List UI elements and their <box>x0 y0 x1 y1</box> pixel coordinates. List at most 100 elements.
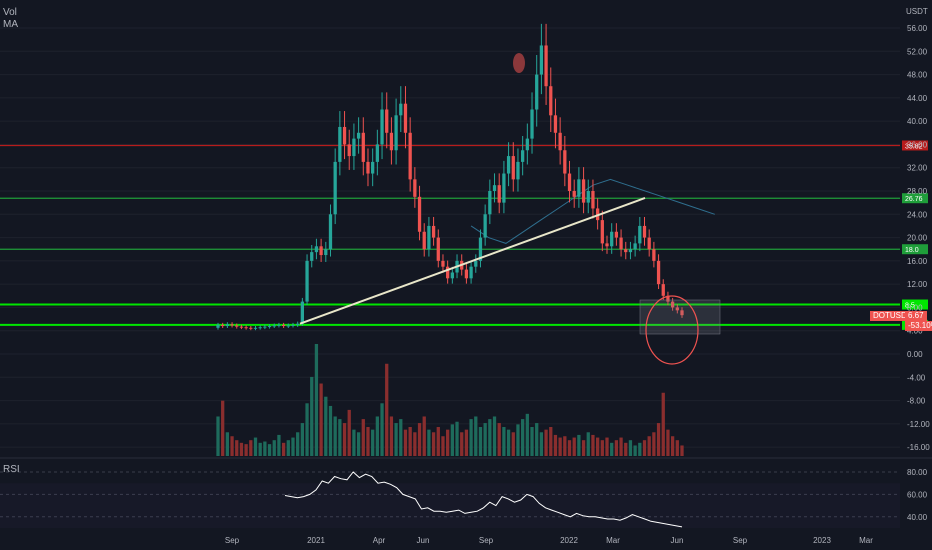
rsi-pane: 80.00 60.00 40.00 <box>0 468 928 528</box>
last-price-badge: 6.67 <box>905 311 927 321</box>
candle-body <box>371 161 375 174</box>
candle-body <box>670 301 675 308</box>
candle-body <box>652 249 656 261</box>
candle-body <box>361 132 365 162</box>
volume-bar <box>535 423 539 456</box>
candle-body <box>221 324 225 327</box>
candle-body <box>422 231 426 250</box>
candle-body <box>619 237 623 250</box>
volume-bar <box>497 423 501 456</box>
price-tick-label: 44.00 <box>907 94 928 103</box>
candle-body <box>450 272 454 279</box>
volume-bar <box>417 423 422 456</box>
time-tick-label: Jun <box>671 536 684 545</box>
level-label: 8.5 <box>905 303 915 310</box>
candle-body <box>581 179 586 203</box>
volume-bar <box>230 436 234 456</box>
candle-body <box>483 214 487 238</box>
time-axis[interactable]: Sep 2021 Apr Jun Sep 2022 Mar Jun Sep 2023 Mar <box>225 536 873 545</box>
time-tick-label: 2022 <box>560 536 578 545</box>
volume-bar <box>338 419 342 456</box>
candle-body <box>497 185 501 203</box>
volume-bar <box>633 445 637 456</box>
price-tick-label: -12.00 <box>907 420 930 429</box>
candle-body <box>431 225 436 238</box>
candle-body <box>347 144 351 157</box>
candle-body <box>666 295 670 302</box>
time-tick-label: Sep <box>479 536 494 545</box>
rsi-band <box>0 483 900 528</box>
ma-indicator-label[interactable]: MA <box>3 19 18 30</box>
price-tick-label: 16.00 <box>907 257 928 266</box>
volume-bar <box>680 445 684 456</box>
level-badge <box>902 193 928 204</box>
level-label: 26.76 <box>905 196 923 203</box>
volume-bar <box>642 440 647 456</box>
volume-bar <box>342 423 347 456</box>
candle-body <box>385 109 389 133</box>
volume-bar <box>563 436 567 456</box>
price-axis[interactable]: 56.00 52.00 48.00 44.00 40.00 36.00 32.00 28.00… <box>907 24 930 452</box>
candle-body <box>427 225 431 250</box>
volume-bar <box>446 429 450 456</box>
candle-body <box>296 323 300 325</box>
volume-bar <box>291 437 295 456</box>
volume-bar <box>506 429 511 456</box>
volume-bar <box>624 442 628 456</box>
volume-bar <box>347 409 351 456</box>
price-tick-label: 36.00 <box>907 140 928 149</box>
candle-body <box>605 243 609 247</box>
vol-indicator-label[interactable]: Vol <box>3 7 17 18</box>
annotations <box>513 53 721 365</box>
candle-body <box>225 324 230 327</box>
volume-bar <box>394 423 398 456</box>
candle-body <box>488 191 492 215</box>
price-tick-label: 8.00 <box>907 303 923 312</box>
candle-body <box>642 225 647 238</box>
candle-body <box>281 324 286 327</box>
candle-body <box>267 326 272 328</box>
volume-bar <box>310 376 314 456</box>
volume-bar <box>422 416 426 456</box>
candle-body <box>436 237 440 261</box>
time-tick-label: Mar <box>606 536 620 545</box>
volume-bar <box>239 442 244 456</box>
candle-body <box>638 225 642 244</box>
rsi-indicator-label[interactable]: RSI <box>3 464 20 475</box>
volume-bar <box>675 440 679 456</box>
volume-bar <box>300 423 305 456</box>
volume-bar <box>521 419 525 456</box>
symbol-badge: DOTUSDT <box>870 311 915 321</box>
candle-body <box>291 324 295 326</box>
candle-body <box>333 161 337 215</box>
volume-bar <box>319 383 323 456</box>
rsi-tick-label: 80.00 <box>907 468 928 477</box>
volume-bar <box>296 432 300 456</box>
volume-bar <box>450 424 454 456</box>
candle-body <box>399 103 403 116</box>
candle-body <box>502 173 506 203</box>
candle-body <box>558 132 562 151</box>
candle-body <box>633 243 637 250</box>
price-tick-label: 4.00 <box>907 327 923 336</box>
volume-bar <box>544 429 548 456</box>
price-tick-label: 24.00 <box>907 210 928 219</box>
candle-body <box>446 266 450 279</box>
volume-bar <box>253 437 258 456</box>
volume-bar <box>516 424 520 456</box>
candle-body <box>216 324 220 328</box>
time-tick-label: Sep <box>225 536 240 545</box>
trend-line[interactable] <box>299 197 646 325</box>
price-tick-label: -8.00 <box>907 397 926 406</box>
volume-bar <box>591 434 595 456</box>
price-tick-label: 12.00 <box>907 280 928 289</box>
volume-bar <box>352 429 356 456</box>
candle-body <box>305 260 309 302</box>
price-tick-label: 56.00 <box>907 24 928 33</box>
candle-body <box>230 324 234 326</box>
volume-bar <box>441 436 445 456</box>
candle-body <box>521 150 525 162</box>
rsi-tick-label: 60.00 <box>907 490 928 499</box>
volume-bar <box>469 419 473 456</box>
